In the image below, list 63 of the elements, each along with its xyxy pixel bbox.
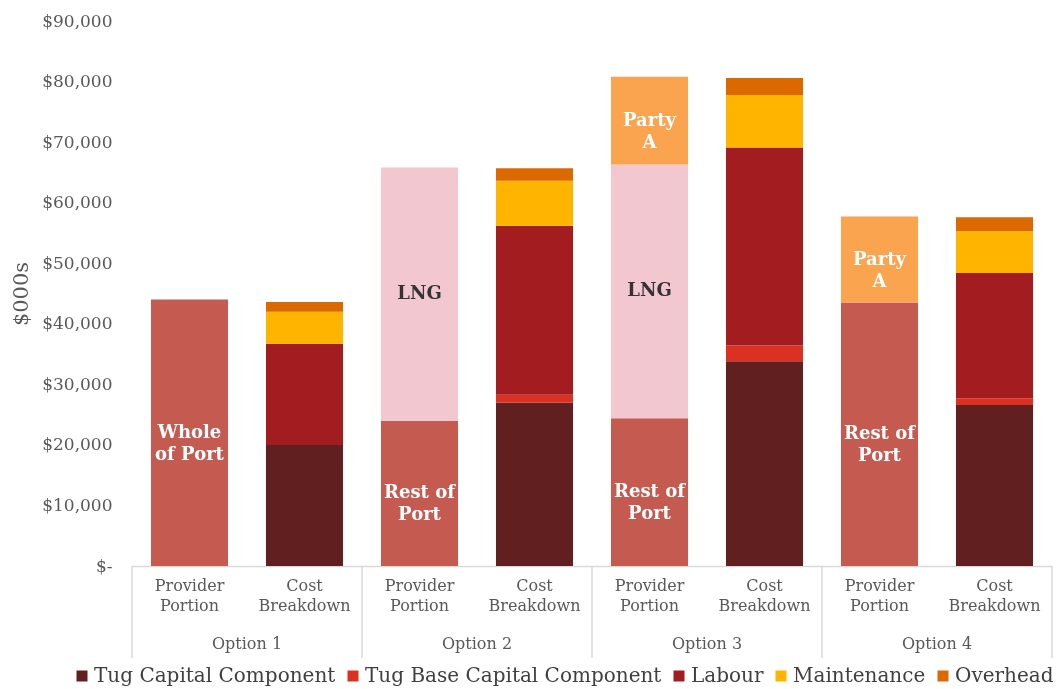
y-tick-label: $30,000 (42, 373, 113, 394)
legend-label: Maintenance (793, 663, 926, 687)
bar (725, 345, 804, 362)
legend-label: Labour (691, 663, 764, 687)
bar (725, 361, 804, 566)
bar (955, 217, 1034, 232)
bar (150, 299, 229, 566)
y-tick-label: $20,000 (42, 434, 113, 455)
y-tick-label: $50,000 (42, 252, 113, 273)
data-label: Rest of Port (844, 422, 917, 466)
x-tick-label: Cost Breakdown (488, 575, 581, 615)
y-tick-label: $90,000 (42, 10, 113, 31)
bar (725, 94, 804, 148)
bar (380, 420, 459, 566)
legend-label: Overhead (955, 663, 1054, 687)
bar (610, 164, 689, 419)
x-tick-label: Cost Breakdown (718, 575, 811, 615)
y-tick-label: $60,000 (42, 192, 113, 213)
bar (265, 444, 344, 566)
bar (955, 404, 1034, 566)
data-label: Rest of Port (384, 481, 457, 525)
x-tick-label: Provider Portion (844, 575, 915, 615)
y-axis-title: $000s (9, 261, 34, 327)
bar (725, 147, 804, 346)
x-tick-label: Provider Portion (384, 575, 455, 615)
bar (955, 272, 1034, 399)
x-tick-label: Provider Portion (154, 575, 225, 615)
y-tick-label: $10,000 (42, 494, 113, 515)
bar (495, 225, 574, 395)
data-label: Whole of Port (155, 420, 225, 464)
bar (955, 398, 1034, 405)
bar (495, 180, 574, 226)
text: Option 3 (671, 634, 743, 653)
bar (495, 402, 574, 566)
y-tick-label: $80,000 (42, 71, 113, 92)
legend-label: Tug Base Capital Component (365, 663, 662, 687)
bar (840, 216, 919, 303)
x-tick-label: Cost Breakdown (948, 575, 1041, 615)
data-label: Party A (623, 108, 677, 152)
data-label: LNG (397, 282, 442, 304)
bar (495, 168, 574, 181)
bar (955, 231, 1034, 273)
data-label: Party A (853, 247, 907, 291)
x-tick-label: Provider Portion (614, 575, 685, 615)
bar (265, 301, 344, 312)
text: Option 1 (211, 634, 283, 653)
y-tick-label: $40,000 (42, 313, 113, 334)
y-tick-label: $70,000 (42, 131, 113, 152)
text: Option 2 (441, 634, 513, 653)
bar (265, 311, 344, 344)
bar (610, 76, 689, 165)
legend-label: Tug Capital Component (94, 663, 336, 687)
bar (610, 418, 689, 566)
bar (840, 302, 919, 566)
y-tick-label: $- (95, 555, 113, 576)
bar (265, 343, 344, 445)
x-tick-label: Cost Breakdown (258, 575, 351, 615)
bar (380, 167, 459, 421)
bar (725, 77, 804, 95)
data-label: Rest of Port (614, 480, 687, 524)
bar (495, 394, 574, 403)
text: Option 4 (901, 634, 973, 653)
data-label: LNG (627, 279, 672, 301)
